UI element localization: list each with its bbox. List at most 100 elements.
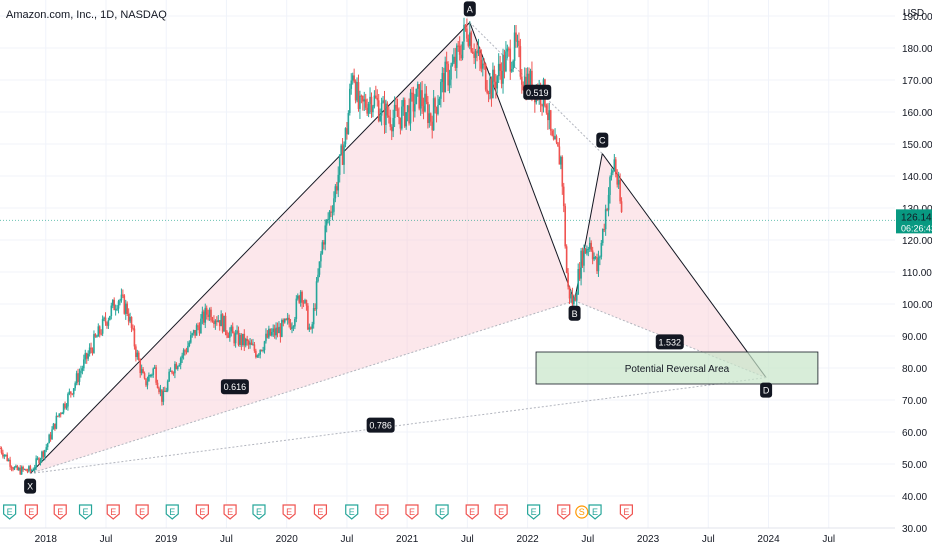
ratio-label: 1.532	[658, 337, 681, 347]
candle	[162, 390, 165, 402]
price-tick-label: 190.00	[902, 12, 932, 23]
candle	[567, 272, 569, 287]
ratio-label: 0.616	[224, 382, 247, 392]
candle	[471, 51, 474, 54]
candle	[80, 370, 82, 374]
candle	[347, 113, 350, 135]
time-tick-label: 2023	[637, 534, 660, 545]
candle	[333, 198, 335, 212]
candle	[32, 469, 35, 471]
candle	[600, 242, 603, 257]
candle	[279, 326, 282, 337]
candle	[41, 451, 43, 460]
candle	[78, 373, 81, 382]
candle	[350, 80, 353, 89]
candle	[272, 328, 274, 332]
time-tick-label: 2018	[35, 534, 58, 545]
price-axis-bg	[895, 0, 932, 550]
earnings-marker	[223, 504, 237, 520]
candle	[46, 443, 49, 448]
event-label: E	[592, 507, 598, 517]
pattern-triangle-xab	[30, 22, 575, 474]
candle	[588, 242, 591, 249]
candle	[570, 293, 572, 299]
candle	[379, 115, 381, 121]
candle	[72, 388, 75, 395]
candle	[375, 95, 377, 98]
candle	[0, 448, 3, 453]
candle	[94, 334, 97, 337]
candle	[386, 103, 389, 116]
candle	[165, 390, 168, 392]
point-label-A: A	[467, 4, 473, 14]
candle	[110, 305, 113, 316]
candle	[294, 318, 296, 327]
candle	[406, 105, 409, 113]
earnings-marker	[3, 504, 17, 520]
candle	[77, 373, 79, 382]
price-tick-label: 30.00	[902, 524, 927, 535]
candle	[250, 342, 253, 345]
time-axis: 2018 Jul 2019 Jul 2020 Jul 2021 Jul 2022 Jul 2023 J…	[0, 527, 895, 545]
earnings-marker	[588, 504, 602, 520]
point-label-D: D	[763, 386, 770, 396]
candle	[132, 327, 134, 329]
candle	[61, 412, 63, 415]
candle	[255, 350, 257, 358]
candle	[171, 370, 173, 373]
candle	[552, 135, 555, 140]
event-label: E	[110, 507, 116, 517]
candle	[129, 317, 131, 322]
price-tick-label: 140.00	[902, 172, 932, 183]
candle	[305, 300, 308, 306]
candle	[172, 372, 175, 374]
candle	[262, 350, 264, 352]
candle	[242, 333, 244, 345]
candle	[145, 378, 147, 386]
candle	[204, 307, 207, 323]
candle	[492, 69, 494, 99]
candle	[438, 98, 441, 106]
candle	[295, 298, 298, 319]
event-label: E	[469, 507, 475, 517]
candle	[58, 413, 61, 417]
candle	[620, 201, 623, 212]
candle	[369, 96, 371, 104]
candle	[289, 323, 292, 330]
candle	[435, 107, 438, 114]
candle	[521, 76, 523, 85]
candle	[496, 76, 499, 89]
candle	[573, 297, 575, 305]
candle	[273, 328, 276, 336]
candle	[113, 299, 115, 311]
candle	[247, 341, 250, 345]
candle	[133, 328, 136, 347]
candle	[217, 320, 220, 322]
pattern-triangle-bcd	[574, 153, 767, 378]
candle	[473, 53, 475, 58]
candle	[22, 466, 24, 470]
candle	[389, 117, 392, 127]
candle	[159, 389, 162, 393]
candle	[268, 328, 270, 338]
candle	[360, 95, 363, 97]
candle	[571, 293, 574, 305]
candle	[33, 467, 36, 470]
candle	[603, 229, 606, 231]
candle	[325, 220, 328, 226]
candle	[100, 333, 102, 335]
event-label: E	[227, 507, 233, 517]
candle	[424, 93, 426, 112]
candle	[425, 93, 428, 102]
candle	[373, 95, 376, 107]
candle	[367, 103, 370, 114]
candle	[364, 99, 367, 108]
candle	[23, 468, 26, 470]
candle	[106, 322, 108, 326]
candle	[317, 274, 319, 282]
point-badge	[760, 382, 773, 398]
candle	[309, 327, 312, 329]
price-tick-label: 90.00	[902, 332, 927, 343]
